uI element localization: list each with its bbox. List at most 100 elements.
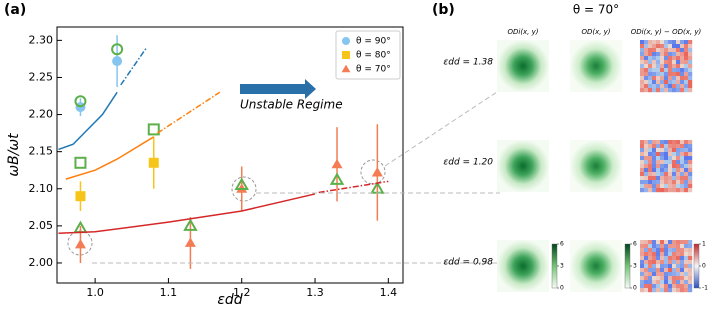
residual-pixel [688, 256, 693, 261]
plot-frame [56, 26, 404, 284]
residual-pixel [684, 64, 689, 69]
residual-pixel [680, 276, 685, 281]
residual-pixel [664, 284, 669, 289]
colorbar-tick-label: 0 [633, 285, 637, 292]
residual-pixel [660, 176, 665, 181]
residual-pixel [688, 56, 693, 61]
residual-pixel [676, 52, 681, 57]
residual-pixel [656, 88, 661, 93]
colorbar-tick-label: 3 [633, 263, 637, 270]
residual-pixel [660, 80, 665, 85]
panel-b: (b) θ = 70° ODi(x, y) OD(x, y) ODi(x, y) −… [432, 2, 708, 293]
residual-pixel [676, 256, 681, 261]
residual-pixel [648, 264, 653, 269]
residual-pixel [664, 256, 669, 261]
marker [74, 156, 87, 169]
residual-pixel [640, 184, 645, 189]
residual-pixel [668, 276, 673, 281]
line [58, 193, 316, 235]
residual-pixel [688, 140, 693, 145]
residual-pixel [668, 52, 673, 57]
residual-pixel [648, 188, 653, 193]
residual-pixel [684, 160, 689, 165]
residual-pixel [652, 268, 657, 273]
marker [234, 177, 249, 191]
residual-pixel [656, 176, 661, 181]
residual-pixel [660, 268, 665, 273]
residual-pixel [680, 64, 685, 69]
mean-image [570, 240, 622, 292]
colorbar-tick-label: -1 [702, 285, 708, 292]
panel-a: (a) εdd ωB/ωt Unstable Regime 1.0 1.1 1.2 1… [4, 2, 404, 308]
residual-pixel [680, 264, 685, 269]
residual-pixel [676, 88, 681, 93]
residual-pixel [688, 48, 693, 53]
residual-pixel [668, 80, 673, 85]
residual-pixel [672, 84, 677, 89]
residual-pixel [684, 52, 689, 57]
residual-pixel [664, 84, 669, 89]
residual-pixel [664, 72, 669, 77]
residual-pixel [644, 140, 649, 145]
residual-pixel [688, 272, 693, 277]
x-tick-label: 1.0 [86, 286, 104, 299]
residual-pixel [640, 252, 645, 257]
residual-pixel [664, 52, 669, 57]
residual-pixel [688, 168, 693, 173]
colorbar [551, 243, 558, 289]
column-title: ODi(x, y) [507, 28, 538, 36]
residual-pixel [652, 40, 657, 45]
residual-pixel [644, 84, 649, 89]
residual-pixel [660, 256, 665, 261]
residual-pixel [660, 164, 665, 169]
residual-pixel [672, 184, 677, 189]
residual-pixel [644, 156, 649, 161]
residual-pixel [672, 52, 677, 57]
residual-pixel [688, 280, 693, 285]
residual-pixel [660, 264, 665, 269]
residual-pixel [680, 176, 685, 181]
residual-pixel [676, 60, 681, 65]
residual-pixel [640, 188, 645, 193]
residual-pixel [640, 244, 645, 249]
residual-pixel [652, 188, 657, 193]
residual-pixel [660, 52, 665, 57]
residual-pixel [640, 56, 645, 61]
residual-pixel [644, 52, 649, 57]
residual-pixel [672, 68, 677, 73]
residual-pixel [668, 76, 673, 81]
line [157, 91, 221, 134]
residual-pixel [688, 172, 693, 177]
residual-pixel [648, 168, 653, 173]
residual-pixel [652, 164, 657, 169]
residual-pixel [680, 60, 685, 65]
residual-pixel [660, 40, 665, 45]
residual-pixel [648, 176, 653, 181]
column-title: OD(x, y) [581, 28, 610, 36]
residual-pixel [664, 68, 669, 73]
residual-pixel [688, 164, 693, 169]
residual-pixel [644, 248, 649, 253]
residual-pixel [652, 248, 657, 253]
marker [112, 56, 123, 67]
residual-pixel [668, 240, 673, 245]
residual-pixel [660, 168, 665, 173]
residual-pixel [648, 172, 653, 177]
residual-pixel [668, 48, 673, 53]
residual-pixel [648, 284, 653, 289]
residual-pixel [676, 164, 681, 169]
colorbar-tick-label: 3 [560, 263, 564, 270]
residual-pixel [660, 284, 665, 289]
residual-pixel [648, 40, 653, 45]
density-image [497, 140, 549, 192]
residual-pixel [676, 248, 681, 253]
residual-pixel [684, 168, 689, 173]
residual-pixel [652, 168, 657, 173]
residual-pixel [652, 48, 657, 53]
residual-pixel [640, 48, 645, 53]
residual-pixel [660, 272, 665, 277]
legend-marker [342, 37, 350, 45]
residual-pixel [664, 152, 669, 157]
residual-pixel [672, 140, 677, 145]
residual-pixel [660, 64, 665, 69]
